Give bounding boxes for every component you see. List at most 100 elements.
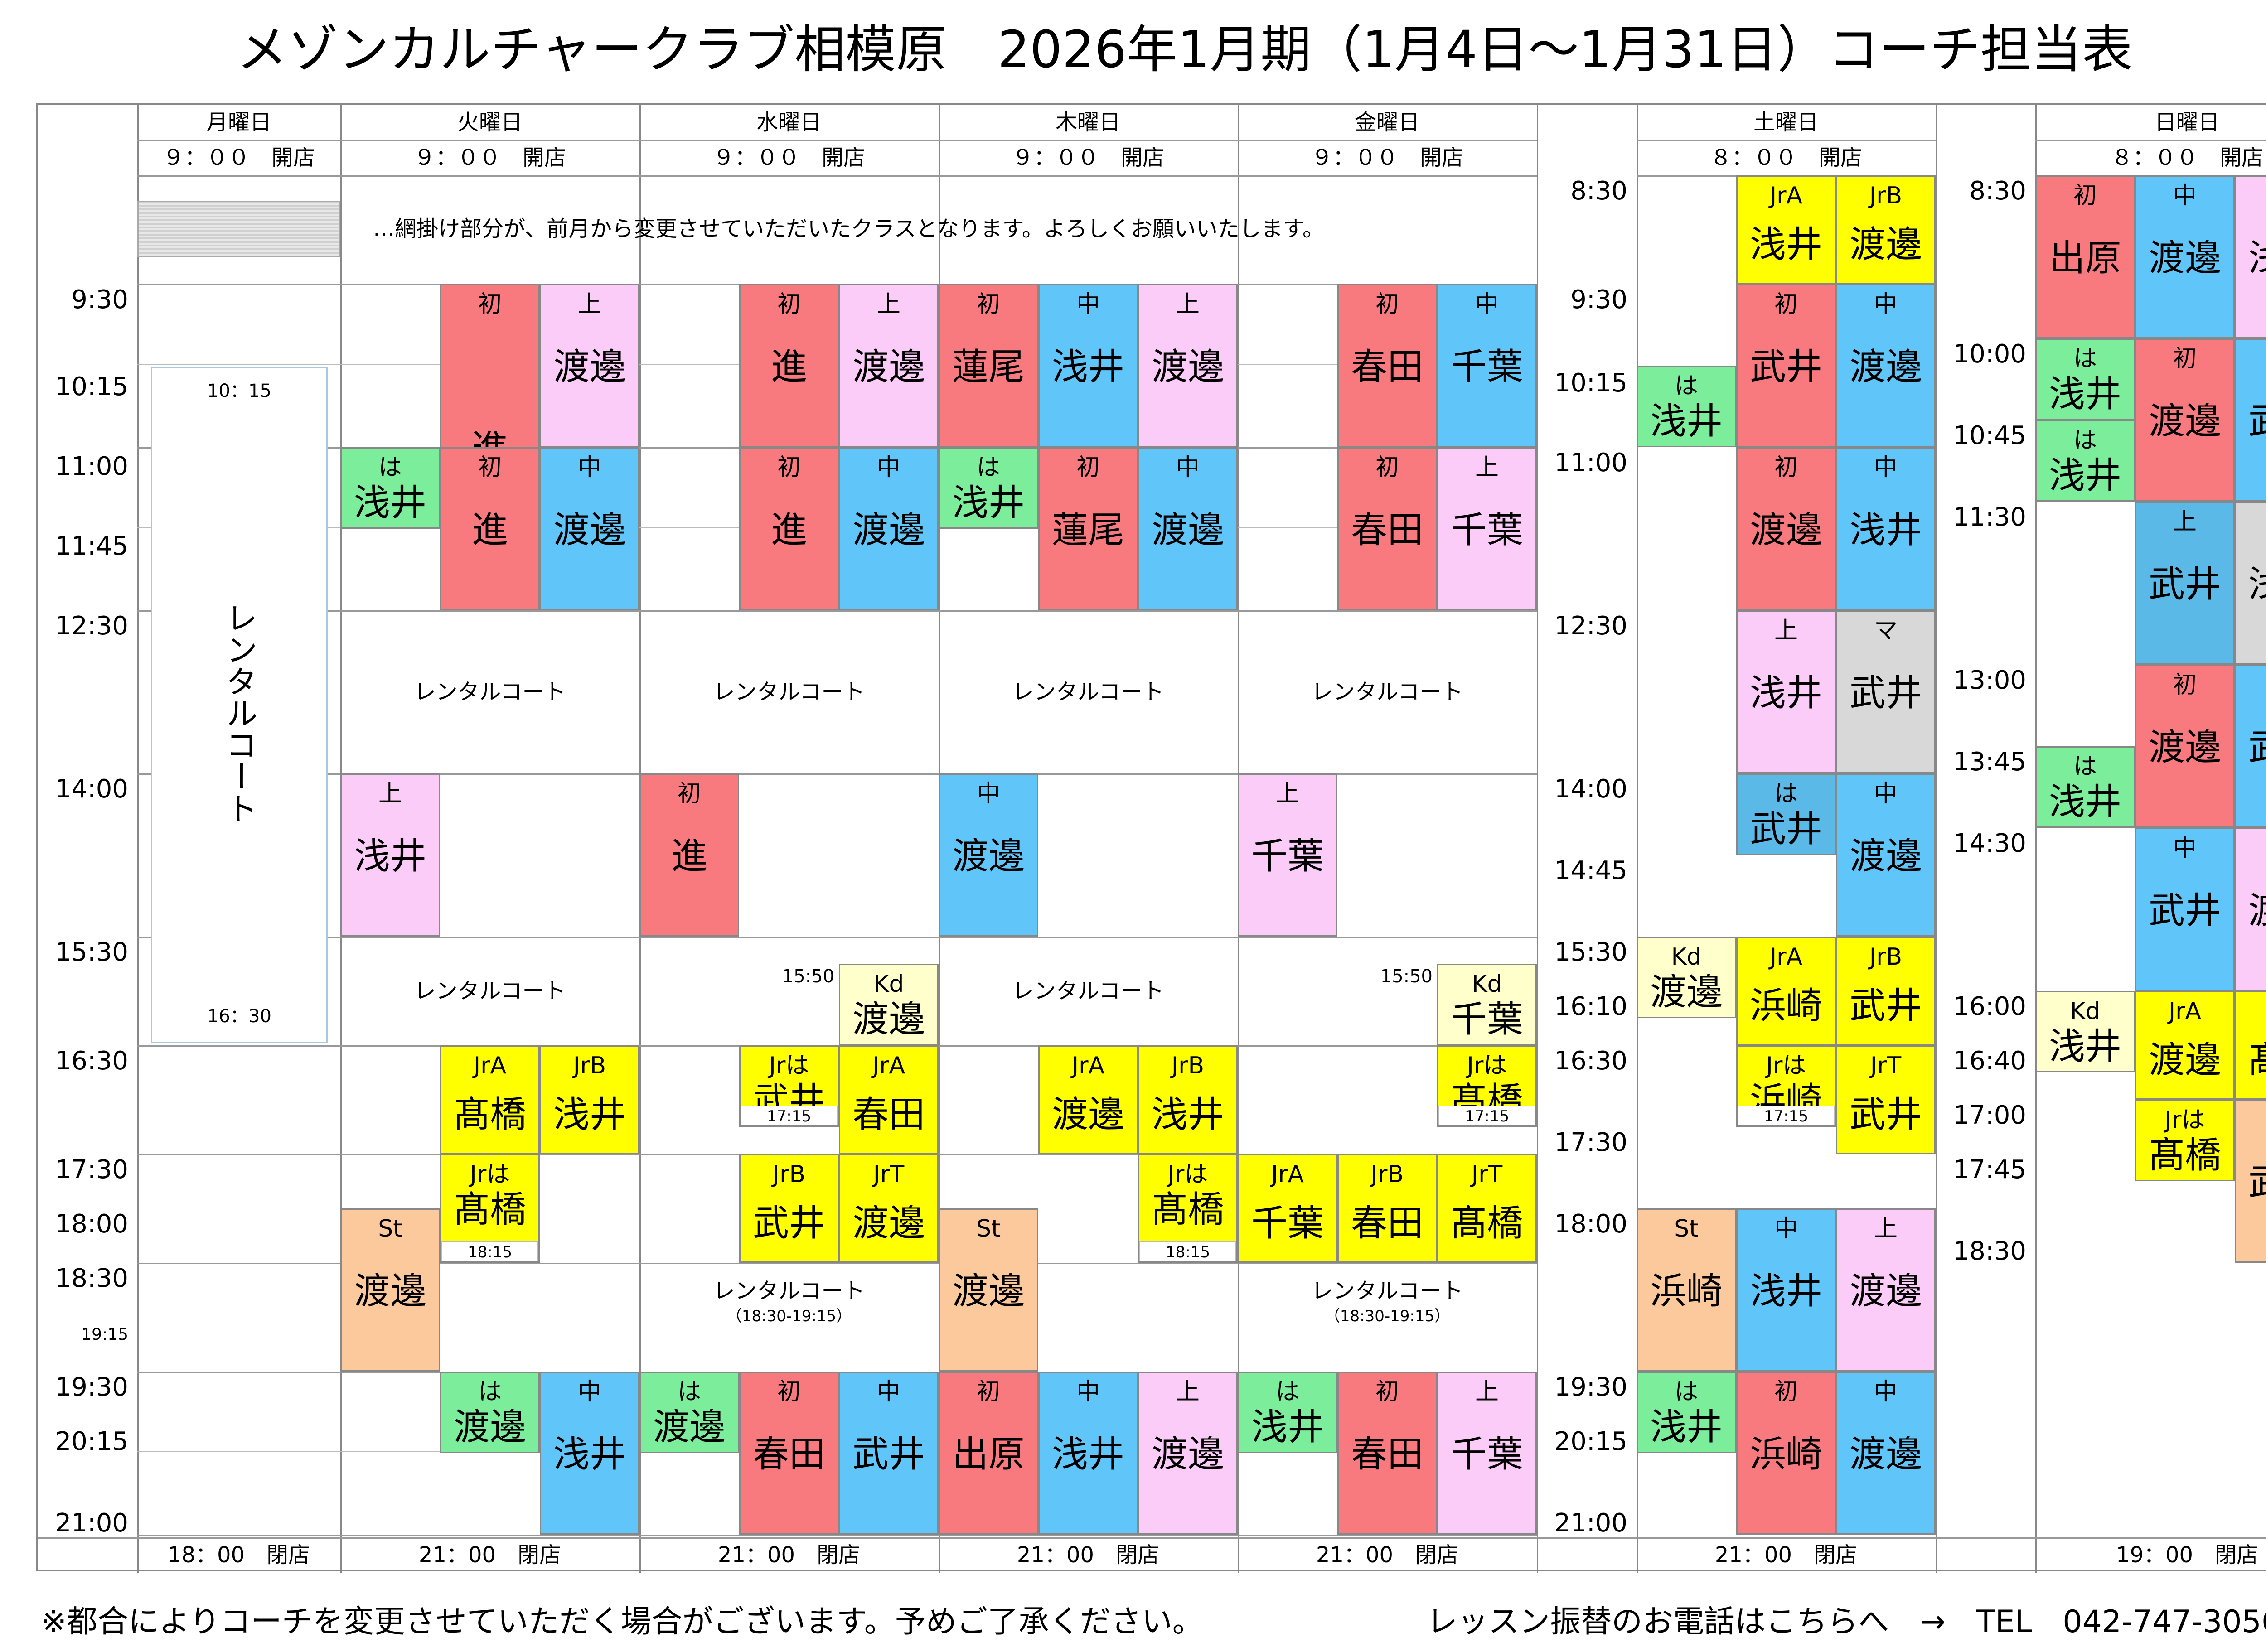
lesson-block[interactable]: 中渡邊 [1836, 284, 1936, 447]
lesson-block[interactable]: Jrは 髙橋 17:15 [1437, 1045, 1537, 1127]
lesson-block[interactable]: Jrは 武井 17:15 [739, 1045, 839, 1127]
lesson-block[interactable]: 中浅井 [1736, 1208, 1836, 1372]
lesson-block[interactable]: 上渡邊 [1836, 1208, 1936, 1372]
lesson-block[interactable]: 初出原 [2035, 175, 2135, 338]
lesson-block[interactable]: JrB 浅井 [540, 1045, 639, 1154]
lesson-block[interactable]: は浅井 [2035, 338, 2135, 420]
lesson-block[interactable]: 初春田 [739, 1372, 839, 1535]
lesson-block[interactable]: Kd 渡邊 [1637, 937, 1736, 1018]
lesson-block[interactable]: マ浅井 [2235, 502, 2266, 665]
lesson-block[interactable]: Jrは 髙橋 18:15 [1138, 1154, 1238, 1263]
lesson-block[interactable]: 上渡邊 [1138, 284, 1238, 447]
lesson-block[interactable]: 中渡邊 [540, 447, 639, 610]
lesson-block[interactable]: JrB 渡邊 [1836, 175, 1936, 284]
lesson-block[interactable]: 中武井 [839, 1372, 939, 1535]
lesson-block[interactable]: 初浜崎 [1736, 1372, 1836, 1535]
lesson-block[interactable]: は浅井 [340, 447, 440, 529]
lesson-block[interactable]: Jrは 髙橋 18:15 [440, 1154, 540, 1263]
lesson-block[interactable]: Jrは 髙橋 [2135, 1100, 2235, 1181]
lesson-block[interactable]: 初春田 [1337, 284, 1437, 447]
open-time-6: ８：００ 開店 [2111, 145, 2263, 170]
lesson-block[interactable]: 上千葉 [1437, 1372, 1537, 1535]
lesson-block[interactable]: JrT 髙橋 [1437, 1154, 1537, 1263]
lesson-block[interactable]: JrA 千葉 [1238, 1154, 1337, 1263]
lesson-block[interactable]: は浅井 [1637, 1372, 1736, 1453]
lesson-block[interactable]: 中武井 [2235, 665, 2266, 828]
lesson-block[interactable]: Kd 千葉 [1437, 964, 1537, 1045]
lesson-block[interactable]: 上渡邊 [540, 284, 639, 447]
lesson-block[interactable]: は浅井 [1238, 1372, 1337, 1453]
lesson-block[interactable]: St 武井 [2235, 1100, 2266, 1263]
lesson-block[interactable]: 上渡邊 [839, 284, 939, 447]
lesson-block[interactable]: 上浅井 [340, 773, 440, 937]
close-time-2: 21：00 閉店 [717, 1542, 861, 1568]
lesson-block[interactable]: 中浅井 [1836, 447, 1936, 610]
lesson-block[interactable]: 上浅井 [1736, 610, 1836, 773]
lesson-block[interactable]: マ武井 [1836, 610, 1936, 773]
lesson-block[interactable]: Jrは 浜崎 17:15 [1736, 1045, 1836, 1127]
coach-name: 千葉 [1251, 835, 1324, 877]
lesson-block[interactable]: Kd 渡邊 [839, 964, 939, 1045]
lesson-block[interactable]: JrT 渡邊 [839, 1154, 939, 1263]
lesson-block[interactable]: 中渡邊 [1836, 773, 1936, 937]
lesson-block[interactable]: 初進 [639, 773, 739, 937]
lesson-block[interactable]: JrA 渡邊 [2135, 991, 2235, 1100]
lesson-block[interactable]: Kd 浅井 [2035, 991, 2135, 1072]
lesson-block[interactable]: 中浅井 [1038, 1372, 1138, 1535]
lesson-block[interactable]: 初蓮尾 [939, 284, 1038, 447]
lesson-block[interactable]: JrA 髙橋 [440, 1045, 540, 1154]
lesson-level: Kd [1472, 971, 1502, 998]
lesson-block[interactable]: 上浅井 [2235, 175, 2266, 338]
lesson-block[interactable]: JrB 武井 [1836, 937, 1936, 1045]
lesson-block[interactable]: は浅井 [2035, 746, 2135, 828]
lesson-block[interactable]: 中渡邊 [939, 773, 1038, 937]
lesson-block[interactable]: 初武井 [1736, 284, 1836, 447]
time-label-saturday: 9:30 [1570, 285, 1627, 314]
lesson-block[interactable]: 初渡邊 [1736, 447, 1836, 610]
lesson-block[interactable]: 上渡邊 [2235, 828, 2266, 991]
lesson-block[interactable]: は渡邊 [639, 1372, 739, 1453]
lesson-block[interactable]: は浅井 [1637, 366, 1736, 447]
lesson-block[interactable]: は浅井 [939, 447, 1038, 529]
lesson-block[interactable]: は渡邊 [440, 1372, 540, 1453]
lesson-block[interactable]: 中渡邊 [2135, 175, 2235, 338]
lesson-block[interactable]: 中渡邊 [839, 447, 939, 610]
lesson-block[interactable]: 上千葉 [1238, 773, 1337, 937]
lesson-block[interactable]: 中武井 [2235, 338, 2266, 502]
lesson-block[interactable]: 中浅井 [540, 1372, 639, 1535]
lesson-block[interactable]: JrB 髙橋 [2235, 991, 2266, 1100]
lesson-block[interactable]: 初出原 [939, 1372, 1038, 1535]
lesson-block[interactable]: 初蓮尾 [1038, 447, 1138, 610]
lesson-block[interactable]: 上武井 [2135, 502, 2235, 665]
lesson-block[interactable]: は浅井 [2035, 420, 2135, 502]
lesson-block[interactable]: St 渡邊 [340, 1208, 440, 1372]
lesson-block[interactable]: 中武井 [2135, 828, 2235, 991]
lesson-block[interactable]: 初進 [739, 284, 839, 447]
lesson-block[interactable]: 初進 [739, 447, 839, 610]
lesson-block[interactable]: 上渡邊 [1138, 1372, 1238, 1535]
lesson-block[interactable]: JrB 春田 [1337, 1154, 1437, 1263]
lesson-block[interactable]: JrA 渡邊 [1038, 1045, 1138, 1154]
lesson-block[interactable]: 上千葉 [1437, 447, 1537, 610]
lesson-block[interactable]: 初春田 [1337, 1372, 1437, 1535]
lesson-level: 上 [577, 291, 601, 318]
lesson-block[interactable]: St 渡邊 [939, 1208, 1038, 1372]
lesson-block[interactable]: JrA 浅井 [1736, 175, 1836, 284]
lesson-level: JrA [1071, 1052, 1105, 1079]
lesson-block[interactable]: 中渡邊 [1836, 1372, 1936, 1535]
lesson-block[interactable]: JrT 武井 [1836, 1045, 1936, 1154]
lesson-block[interactable]: JrB 浅井 [1138, 1045, 1238, 1154]
lesson-block[interactable]: 初春田 [1337, 447, 1437, 610]
lesson-block[interactable]: 中千葉 [1437, 284, 1537, 447]
lesson-block[interactable]: JrB 武井 [739, 1154, 839, 1263]
lesson-block[interactable]: 初渡邊 [2135, 665, 2235, 828]
lesson-block[interactable]: 中浅井 [1038, 284, 1138, 447]
coach-name: 髙橋 [2236, 1038, 2266, 1083]
lesson-block[interactable]: JrA 春田 [839, 1045, 939, 1154]
lesson-block[interactable]: は武井 [1736, 773, 1836, 855]
lesson-block[interactable]: 初渡邊 [2135, 338, 2235, 502]
lesson-block[interactable]: St 浜崎 [1637, 1208, 1736, 1372]
lesson-block[interactable]: 中渡邊 [1138, 447, 1238, 610]
lesson-block[interactable]: JrA 浜崎 [1736, 937, 1836, 1045]
lesson-block[interactable]: 初進 [440, 447, 540, 610]
